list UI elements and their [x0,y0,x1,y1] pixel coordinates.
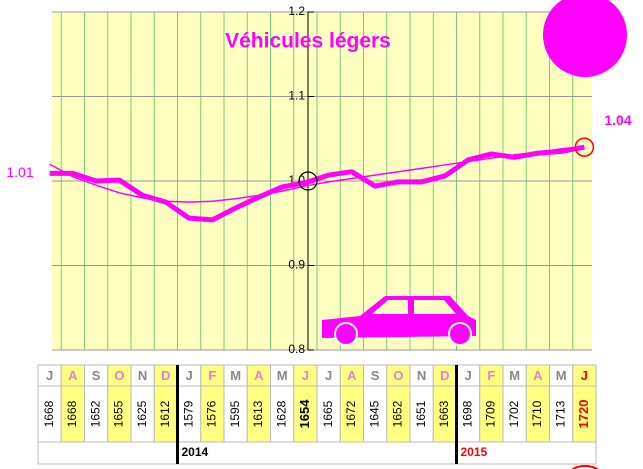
month-label: J [186,368,193,383]
month-label: O [114,368,124,383]
y-tick-label: 1.1 [288,89,305,103]
car-icon [322,296,476,346]
value-label: 1.01 [6,164,33,180]
table-value: 1720 [576,400,591,429]
month-label: A [347,368,357,383]
table-value: 1710 [530,400,544,427]
chart-title: Véhicules légers [225,30,391,53]
table-value: 1612 [158,400,172,427]
table-value: 1595 [228,400,242,427]
reference-marker [298,171,318,191]
table-value: 1628 [274,400,288,427]
table-value: 1668 [42,400,56,427]
month-label: S [92,368,101,383]
month-label: D [161,368,170,383]
month-label: J [465,368,472,383]
month-label: N [138,368,147,383]
table-value: 1713 [553,400,567,427]
month-label: M [230,368,241,383]
month-label: M [556,368,567,383]
table-value: 1645 [367,400,381,427]
month-label: F [208,368,216,383]
table-value: 1655 [112,400,126,427]
year-row [37,441,597,465]
table-value: 1702 [507,400,521,427]
y-tick-label: 0.9 [288,258,305,272]
month-label: O [393,368,403,383]
table-value: 1668 [65,400,79,427]
month-label: N [417,368,426,383]
y-tick-label: 0.8 [288,342,305,356]
month-label: A [533,368,543,383]
month-label: J [325,368,332,383]
table-value: 1652 [391,400,405,427]
table-value: 1576 [205,400,219,427]
table-value: 1665 [321,400,335,427]
month-label: J [581,368,588,383]
month-label: M [509,368,520,383]
month-label: D [440,368,449,383]
table-value: 1698 [460,400,474,427]
month-label: J [46,368,53,383]
month-label: F [487,368,495,383]
month-label: S [371,368,380,383]
month-label: M [277,368,288,383]
year-label: 2014 [182,445,209,459]
decoration-arc [571,465,599,469]
value-label: 1.04 [604,112,631,128]
month-label: J [302,368,309,383]
y-tick-label: 1.2 [288,4,305,18]
month-label: A [254,368,264,383]
table-value: 1663 [437,400,451,427]
table-value: 1672 [344,400,358,427]
table-value: 1652 [88,400,102,427]
table-value: 1579 [181,400,195,427]
decoration-circle [543,0,627,77]
table-value: 1709 [484,400,498,427]
month-label: A [68,368,78,383]
table-value: 1651 [414,400,428,427]
grid [52,11,592,351]
year-label: 2015 [461,445,488,459]
table-value: 1613 [251,400,265,427]
table-value: 1625 [135,400,149,427]
table-value: 1654 [297,399,312,429]
data-table: J 1668 A 1668 S 1652 O 1655 N 1625 D 1612 J 1579 F 1576… [37,364,597,465]
